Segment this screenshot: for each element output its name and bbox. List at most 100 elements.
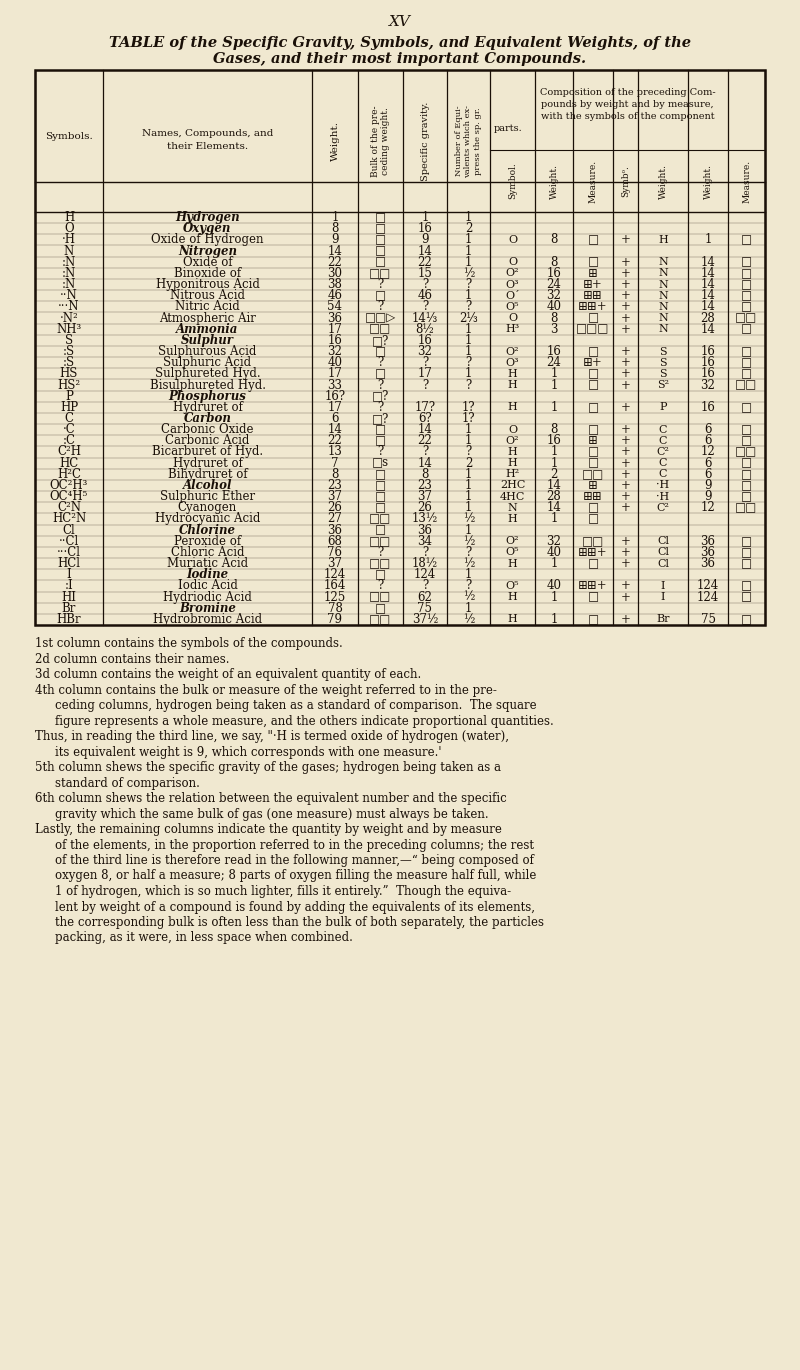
Text: 36: 36 — [701, 547, 715, 559]
Text: □: □ — [587, 558, 598, 570]
Text: I: I — [66, 569, 71, 581]
Text: 16: 16 — [701, 356, 715, 369]
Text: Cl: Cl — [657, 548, 669, 558]
Text: ···Cl: ···Cl — [57, 547, 81, 559]
Text: 4th column contains the bulk or measure of the weight referred to in the pre-: 4th column contains the bulk or measure … — [35, 684, 497, 696]
Text: 1: 1 — [465, 479, 472, 492]
Text: C²H: C²H — [57, 445, 81, 459]
Text: 8: 8 — [331, 467, 338, 481]
Text: 78: 78 — [327, 601, 342, 615]
Text: standard of comparison.: standard of comparison. — [55, 777, 200, 789]
Text: ½: ½ — [463, 612, 474, 626]
Text: O⁵: O⁵ — [506, 581, 519, 590]
Text: Weight.: Weight. — [703, 163, 713, 199]
Text: □: □ — [587, 501, 598, 514]
Text: 1 of hydrogen, which is so much lighter, fills it entirely.”  Though the equiva-: 1 of hydrogen, which is so much lighter,… — [55, 885, 511, 897]
Text: N: N — [658, 325, 668, 334]
Text: 36: 36 — [701, 558, 715, 570]
Text: □□: □□ — [735, 378, 758, 392]
Text: P: P — [659, 403, 666, 412]
Text: ?: ? — [422, 547, 428, 559]
Text: 14: 14 — [701, 300, 715, 314]
Text: 26: 26 — [418, 501, 433, 514]
Text: C: C — [658, 470, 667, 479]
Text: oxygen 8, or half a measure; 8 parts of oxygen filling the measure half full, wh: oxygen 8, or half a measure; 8 parts of … — [55, 870, 536, 882]
Text: □□▷: □□▷ — [365, 311, 396, 325]
Text: +: + — [621, 467, 630, 481]
Text: □: □ — [587, 311, 598, 325]
Text: 1: 1 — [704, 233, 712, 247]
Text: 14: 14 — [327, 423, 342, 436]
Text: 124: 124 — [414, 569, 436, 581]
Text: 13: 13 — [327, 445, 342, 459]
Text: 46: 46 — [327, 289, 342, 303]
Text: 6: 6 — [704, 423, 712, 436]
Text: 14: 14 — [701, 289, 715, 303]
Text: 1: 1 — [465, 233, 472, 247]
Text: Cyanogen: Cyanogen — [178, 501, 237, 514]
Text: □: □ — [741, 434, 752, 448]
Text: 62: 62 — [418, 590, 433, 604]
Text: Thus, in reading the third line, we say, "·H is termed oxide of hydrogen (water): Thus, in reading the third line, we say,… — [35, 730, 509, 743]
Text: +: + — [621, 233, 630, 247]
Text: C: C — [65, 412, 74, 425]
Text: 36: 36 — [418, 523, 433, 537]
Text: Muriatic Acid: Muriatic Acid — [167, 558, 248, 570]
Text: 32: 32 — [546, 534, 562, 548]
Text: ⊞⊞+: ⊞⊞+ — [578, 580, 608, 592]
Text: □: □ — [375, 501, 386, 514]
Text: 14: 14 — [327, 245, 342, 258]
Text: +: + — [621, 300, 630, 314]
Text: 33: 33 — [327, 378, 342, 392]
Text: □: □ — [741, 490, 752, 503]
Text: +: + — [621, 547, 630, 559]
Text: 16: 16 — [327, 334, 342, 347]
Text: □: □ — [587, 423, 598, 436]
Text: □: □ — [741, 590, 752, 604]
Text: 14: 14 — [701, 278, 715, 290]
Text: Cl: Cl — [657, 536, 669, 547]
Text: Oxygen: Oxygen — [183, 222, 232, 236]
Text: 16?: 16? — [325, 389, 346, 403]
Text: Br: Br — [656, 614, 670, 625]
Text: O²: O² — [506, 536, 519, 547]
Text: packing, as it were, in less space when combined.: packing, as it were, in less space when … — [55, 932, 353, 944]
Text: 2⅓: 2⅓ — [459, 311, 478, 325]
Text: +: + — [621, 356, 630, 369]
Text: H: H — [508, 458, 518, 469]
Text: +: + — [621, 612, 630, 626]
Text: □: □ — [741, 456, 752, 470]
Text: Oxide of Hydrogen: Oxide of Hydrogen — [151, 233, 264, 247]
Text: ?: ? — [378, 547, 384, 559]
Text: 18½: 18½ — [412, 558, 438, 570]
Text: +: + — [621, 434, 630, 448]
Text: 14: 14 — [418, 456, 433, 470]
Text: ?: ? — [378, 378, 384, 392]
Text: N: N — [508, 503, 518, 512]
Text: 17: 17 — [327, 401, 342, 414]
Text: 8: 8 — [550, 311, 558, 325]
Text: HBr: HBr — [57, 612, 82, 626]
Text: C: C — [658, 458, 667, 469]
Text: □: □ — [375, 233, 386, 247]
Text: HC: HC — [59, 456, 78, 470]
Text: 40: 40 — [546, 300, 562, 314]
Text: 1: 1 — [550, 512, 558, 526]
Text: 40: 40 — [327, 356, 342, 369]
Text: □□: □□ — [370, 323, 392, 336]
Text: 17?: 17? — [414, 401, 435, 414]
Text: 1: 1 — [465, 467, 472, 481]
Text: □: □ — [587, 345, 598, 358]
Text: H: H — [508, 592, 518, 601]
Text: □□□: □□□ — [576, 323, 610, 336]
Text: Peroxide of: Peroxide of — [174, 534, 241, 548]
Text: Composition of the preceding Com-: Composition of the preceding Com- — [540, 88, 715, 96]
Text: □: □ — [741, 423, 752, 436]
Text: 8: 8 — [550, 256, 558, 269]
Text: 1: 1 — [465, 523, 472, 537]
Text: ?: ? — [422, 278, 428, 290]
Text: □: □ — [741, 479, 752, 492]
Text: Phosphorus: Phosphorus — [169, 389, 246, 403]
Text: □: □ — [375, 523, 386, 537]
Text: ?: ? — [466, 378, 472, 392]
